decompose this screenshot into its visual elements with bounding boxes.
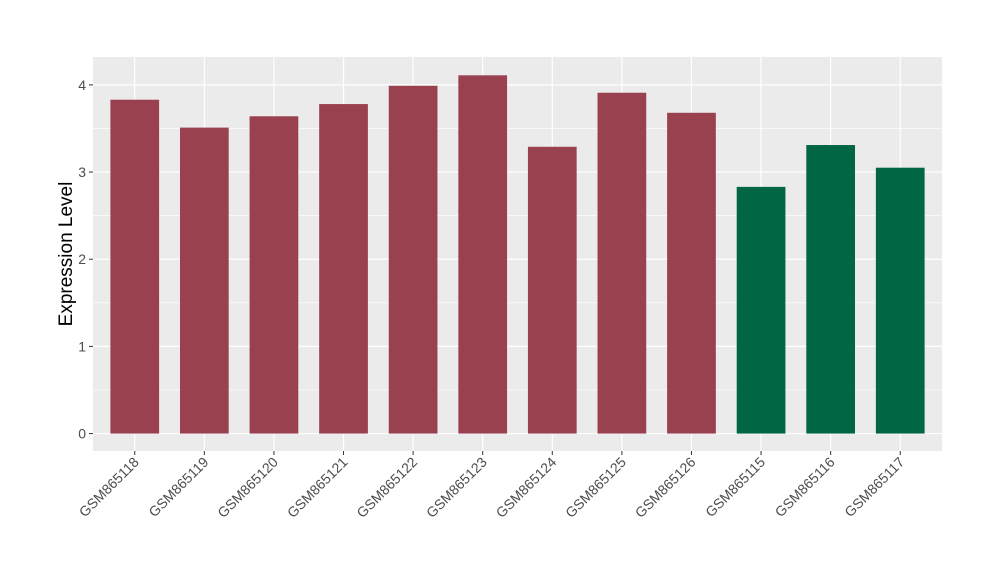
- x-tick-label: GSM865118: [76, 454, 142, 520]
- bars: [110, 75, 925, 434]
- bar-GSM865122: [388, 85, 438, 434]
- y-tick-label: 0: [78, 426, 86, 442]
- bar-GSM865126: [667, 112, 716, 434]
- y-tick-label: 2: [78, 251, 86, 267]
- x-tick-label: GSM865123: [423, 454, 490, 521]
- bar-GSM865121: [319, 104, 368, 434]
- bar-GSM865119: [179, 127, 229, 434]
- x-tick-label: GSM865121: [284, 454, 351, 521]
- bar-GSM865115: [736, 186, 786, 434]
- bar-GSM865116: [806, 145, 856, 434]
- x-tick-label: GSM865124: [493, 454, 560, 521]
- y-axis-label: Expression Level: [56, 182, 77, 327]
- x-tick-label: GSM865119: [145, 454, 211, 520]
- bar-GSM865125: [597, 92, 647, 434]
- x-axis: GSM865118 GSM865119 GSM865120 GSM865121 GSM8…: [76, 451, 908, 521]
- x-tick-label: GSM865125: [562, 454, 629, 521]
- x-tick-label: GSM865126: [632, 454, 699, 521]
- bar-GSM865123: [458, 75, 508, 434]
- y-tick-label: 3: [78, 164, 86, 180]
- plot-panel: [93, 57, 942, 451]
- x-tick-label: GSM865116: [772, 454, 838, 520]
- x-tick-label: GSM865122: [353, 454, 420, 521]
- x-tick-label: GSM865120: [214, 454, 281, 521]
- y-axis: 0 1 2 3 4: [78, 77, 93, 442]
- bar-GSM865124: [527, 146, 577, 434]
- bar-GSM865118: [110, 99, 160, 434]
- y-tick-label: 4: [78, 77, 86, 93]
- x-tick-label: GSM865117: [841, 454, 907, 520]
- x-tick-label: GSM865115: [702, 454, 768, 520]
- bar-GSM865120: [249, 116, 299, 434]
- y-tick-label: 1: [78, 338, 86, 354]
- bar-GSM865117: [875, 167, 925, 434]
